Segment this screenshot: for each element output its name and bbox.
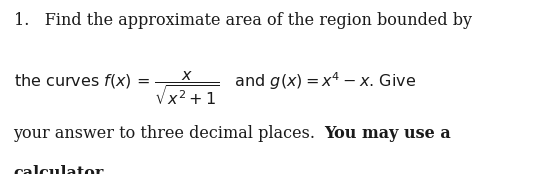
Text: calculator.: calculator. bbox=[14, 165, 108, 174]
Text: your answer to three decimal places.: your answer to three decimal places. bbox=[14, 125, 321, 142]
Text: You may use a: You may use a bbox=[324, 125, 451, 142]
Text: 1.   Find the approximate area of the region bounded by: 1. Find the approximate area of the regi… bbox=[14, 12, 471, 29]
Text: the curves $\mathit{f}(\mathit{x})$ = $\dfrac{\mathit{x}}{\sqrt{\mathit{x}^2+1}}: the curves $\mathit{f}(\mathit{x})$ = $\… bbox=[14, 70, 415, 108]
